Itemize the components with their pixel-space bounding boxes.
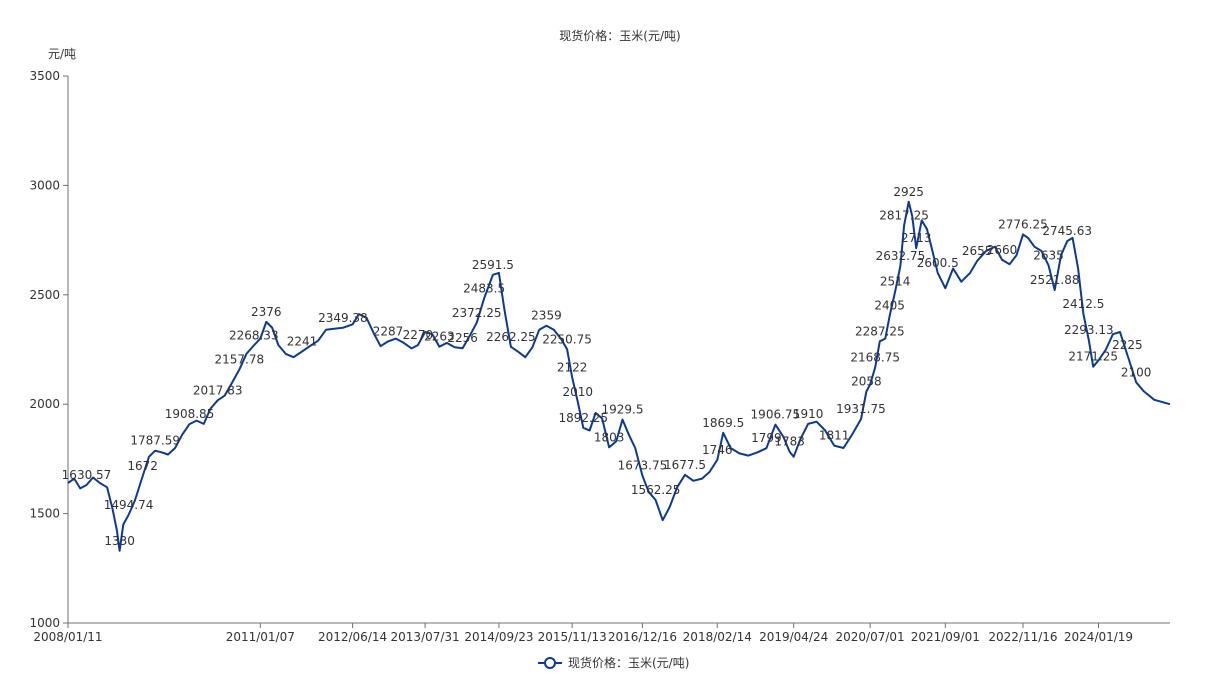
data-label: 2256 [447, 331, 478, 345]
x-tick-label: 2012/06/14 [318, 630, 387, 644]
y-tick-label: 1500 [29, 507, 60, 521]
data-label: 2293.13 [1064, 323, 1114, 337]
data-label: 2632.75 [876, 249, 926, 263]
data-label: 2925 [893, 185, 924, 199]
data-label: 2600.5 [917, 256, 959, 270]
data-label: 1494.74 [104, 498, 154, 512]
data-label: 1908.85 [165, 407, 215, 421]
y-tick-label: 3500 [29, 69, 60, 83]
data-label: 1869.5 [702, 416, 744, 430]
data-label: 1677.5 [664, 458, 706, 472]
data-label: 1673.75 [618, 459, 668, 473]
data-label: 2287.25 [855, 324, 905, 338]
data-label: 2171.25 [1068, 350, 1118, 364]
data-label: 1892.25 [558, 411, 608, 425]
series-layer [67, 200, 1171, 552]
data-label: 1330 [104, 534, 135, 548]
series-line-0[interactable] [67, 200, 1171, 552]
data-label: 2268.33 [229, 328, 279, 342]
data-label: 2776.25 [998, 217, 1048, 231]
x-tick-label: 2020/07/01 [836, 630, 905, 644]
data-label: 2591.5 [472, 258, 514, 272]
x-tick-label: 2008/01/11 [33, 630, 102, 644]
data-label: 2100 [1121, 365, 1152, 379]
x-tick-label: 2013/07/31 [391, 630, 460, 644]
legend-circle-icon [544, 657, 556, 669]
data-label: 1783 [774, 435, 805, 449]
x-tick-label: 2019/04/24 [759, 630, 828, 644]
chart-title: 现货价格：玉米(元/吨) [559, 28, 680, 43]
x-tick-label: 2024/01/19 [1064, 630, 1133, 644]
data-label: 2713 [901, 231, 932, 245]
data-label: 2241 [287, 334, 318, 348]
data-label: 2058 [851, 375, 882, 389]
data-label: 1910 [793, 407, 824, 421]
data-label: 2359 [531, 309, 562, 323]
data-label: 1931.75 [836, 402, 886, 416]
data-label: 1562.25 [631, 483, 681, 497]
x-tick-label: 2014/09/23 [464, 630, 533, 644]
x-tick-label: 2011/01/07 [226, 630, 295, 644]
x-tick-label: 2016/12/16 [608, 630, 677, 644]
legend[interactable]: 现货价格：玉米(元/吨) [538, 655, 689, 670]
data-label: 2514 [880, 275, 911, 289]
data-label: 2412.5 [1062, 297, 1104, 311]
data-label: 2521.88 [1030, 273, 1080, 287]
data-label: 2745.63 [1042, 224, 1092, 238]
x-tick-label: 2022/11/16 [988, 630, 1057, 644]
data-label: 2017.83 [193, 383, 243, 397]
legend-label: 现货价格：玉米(元/吨) [568, 655, 689, 670]
x-tick-label: 2018/02/14 [683, 630, 752, 644]
x-tick-label: 2015/11/13 [538, 630, 607, 644]
data-label: 2655 [962, 244, 993, 258]
data-label: 2372.25 [452, 306, 502, 320]
data-label: 2168.75 [850, 350, 900, 364]
data-label: 2349.38 [318, 311, 368, 325]
data-label: 1787.59 [130, 434, 180, 448]
x-axis: 2008/01/11 2011/01/07 2012/06/14 2013/07/31… [33, 622, 1170, 644]
data-label: 1811 [819, 429, 850, 443]
data-label: 2270 [403, 328, 434, 342]
data-label: 2157.78 [215, 353, 265, 367]
data-label: 2122 [557, 361, 588, 375]
y-axis-unit-label: 元/吨 [48, 47, 76, 61]
data-label: 1672 [127, 459, 158, 473]
data-label: 2010 [563, 385, 594, 399]
data-label: 2287 [373, 324, 404, 338]
data-label: 2660 [987, 243, 1018, 257]
data-label: 1799 [751, 431, 782, 445]
data-label: 2376 [251, 305, 282, 319]
data-label: 2262.25 [486, 330, 536, 344]
data-label: 2405 [874, 299, 905, 313]
y-axis: 1000 1500 2000 2500 3000 3500 [29, 69, 69, 630]
data-label: 2263 [424, 330, 455, 344]
data-label: 2250.75 [542, 332, 592, 346]
x-tick-label: 2021/09/01 [911, 630, 980, 644]
data-label: 1630.57 [62, 468, 112, 482]
y-tick-label: 3000 [29, 178, 60, 192]
data-label: 2635 [1033, 248, 1064, 262]
data-label: 2483.5 [463, 281, 505, 295]
data-label: 2817.25 [879, 208, 929, 222]
data-label: 1906.75 [751, 408, 801, 422]
y-tick-label: 2000 [29, 397, 60, 411]
data-label: 2225 [1112, 338, 1143, 352]
y-tick-label: 2500 [29, 288, 60, 302]
data-label: 1929.5 [602, 403, 644, 417]
data-label: 1746 [702, 443, 733, 457]
y-tick-label: 1000 [29, 616, 60, 630]
data-labels-layer: 1630.57 1330 1494.74 1672 1787.59 1908.85 2017… [62, 185, 1152, 548]
data-label: 1803 [594, 430, 625, 444]
